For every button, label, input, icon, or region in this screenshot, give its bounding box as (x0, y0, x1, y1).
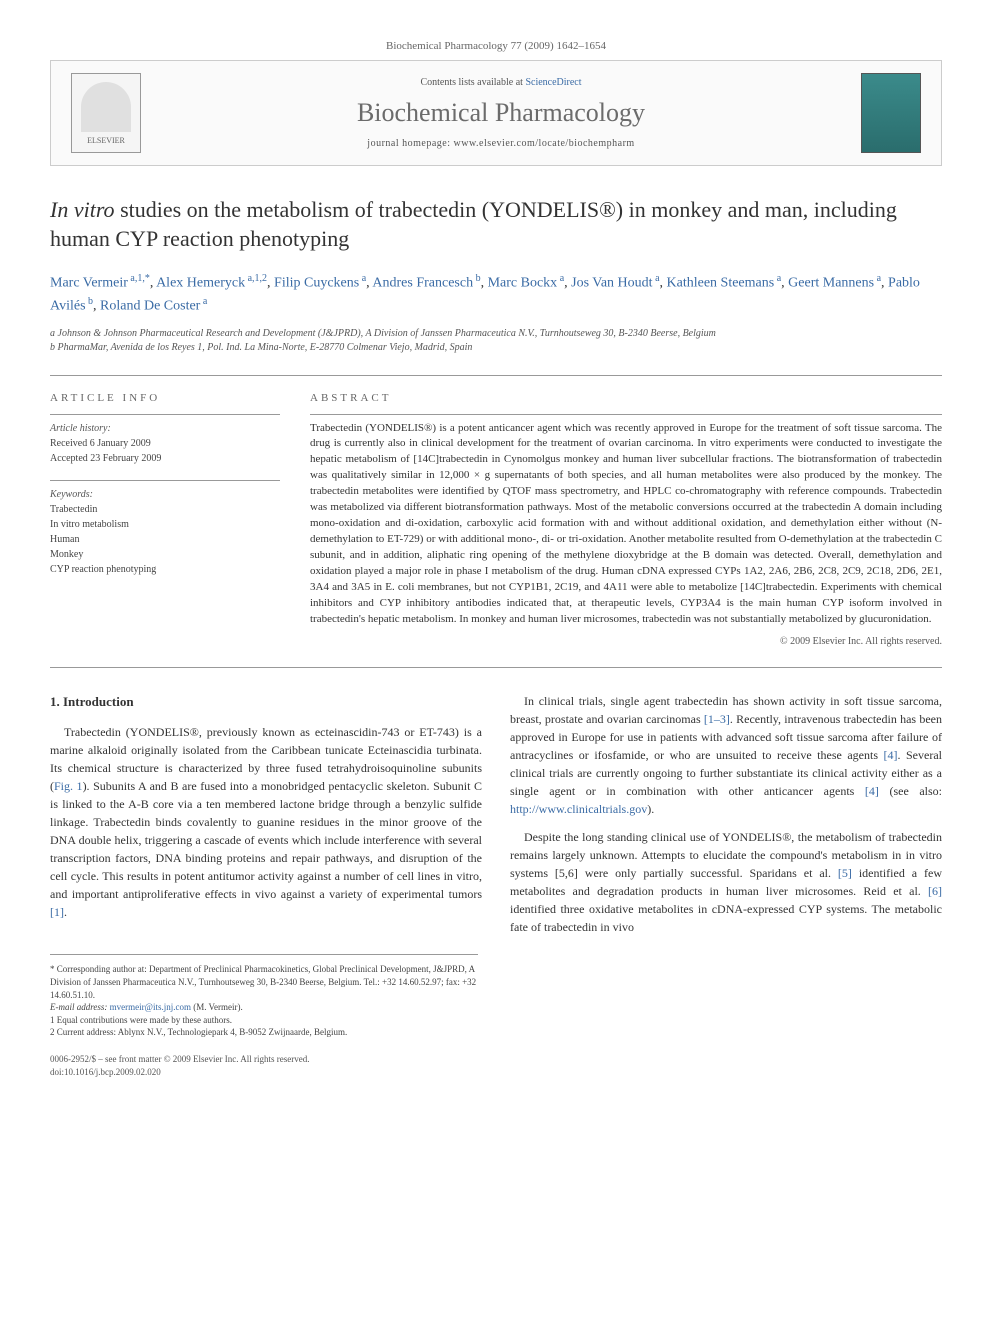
body-paragraph: Despite the long standing clinical use o… (510, 828, 942, 936)
citation-link[interactable]: [5] (838, 866, 852, 880)
footnote-2: 2 Current address: Ablynx N.V., Technolo… (50, 1026, 478, 1039)
history-label: Article history: (50, 423, 111, 434)
keywords-list: Trabectedin In vitro metabolism Human Monke… (50, 504, 156, 575)
journal-cover-thumbnail (861, 73, 921, 153)
author-link[interactable]: Kathleen Steemans (667, 276, 775, 291)
body-two-columns: 1. Introduction Trabectedin (YONDELIS®, … (50, 692, 942, 939)
elsevier-logo: ELSEVIER (71, 73, 141, 153)
author-link[interactable]: Roland De Coster (100, 299, 200, 314)
author-link[interactable]: Alex Hemeryck (156, 276, 245, 291)
info-abstract-row: ARTICLE INFO Article history: Received 6… (50, 392, 942, 647)
title-italic-prefix: In vitro (50, 197, 115, 222)
author-affil-sup: a (359, 273, 366, 284)
citation-link[interactable]: [4] (865, 784, 879, 798)
author-affil-sup: a (653, 273, 660, 284)
elsevier-tree-icon (81, 82, 131, 132)
citation-link[interactable]: [1] (50, 905, 64, 919)
citation-link[interactable]: [6] (928, 884, 942, 898)
contents-prefix: Contents lists available at (420, 77, 525, 88)
received-date: Received 6 January 2009 (50, 438, 151, 449)
affiliation-line: b PharmaMar, Avenida de los Reyes 1, Pol… (50, 341, 942, 355)
author-affil-sup: b (473, 273, 481, 284)
keyword: Trabectedin (50, 504, 97, 515)
journal-title: Biochemical Pharmacology (161, 98, 841, 128)
sciencedirect-link[interactable]: ScienceDirect (525, 77, 581, 88)
footnotes: * Corresponding author at: Department of… (50, 954, 478, 1039)
body-paragraph: Trabectedin (YONDELIS®, previously known… (50, 723, 482, 921)
author-affil-sup: b (86, 296, 94, 307)
author-affil-sup: a (874, 273, 881, 284)
affiliation-line: a Johnson & Johnson Pharmaceutical Resea… (50, 327, 942, 341)
author-link[interactable]: Filip Cuyckens (274, 276, 359, 291)
author-affil-sup: a (557, 273, 564, 284)
abstract-heading: ABSTRACT (310, 392, 942, 404)
article-info-column: ARTICLE INFO Article history: Received 6… (50, 392, 280, 647)
keyword: Monkey (50, 549, 83, 560)
body-paragraph: In clinical trials, single agent trabect… (510, 692, 942, 818)
external-link[interactable]: http://www.clinicaltrials.gov (510, 802, 647, 816)
title-rest: studies on the metabolism of trabectedin… (50, 197, 897, 251)
citation-link[interactable]: [1–3] (704, 712, 730, 726)
journal-center: Contents lists available at ScienceDirec… (161, 77, 841, 149)
email-who: (M. Vermeir). (193, 1002, 243, 1012)
author-link[interactable]: Jos Van Houdt (571, 276, 652, 291)
journal-homepage: journal homepage: www.elsevier.com/locat… (161, 138, 841, 149)
contents-available: Contents lists available at ScienceDirec… (161, 77, 841, 88)
divider-line (50, 375, 942, 376)
citation-header: Biochemical Pharmacology 77 (2009) 1642–… (50, 40, 942, 52)
section-1-heading: 1. Introduction (50, 692, 482, 712)
info-divider (50, 414, 280, 415)
corresponding-author-note: * Corresponding author at: Department of… (50, 963, 478, 1001)
elsevier-label: ELSEVIER (87, 136, 125, 145)
abstract-copyright: © 2009 Elsevier Inc. All rights reserved… (310, 636, 942, 647)
affiliations: a Johnson & Johnson Pharmaceutical Resea… (50, 327, 942, 355)
abstract-column: ABSTRACT Trabectedin (YONDELIS®) is a po… (310, 392, 942, 647)
author-affil-sup: a,1,2 (245, 273, 267, 284)
author-affil-sup: a (774, 273, 781, 284)
article-info-heading: ARTICLE INFO (50, 392, 280, 404)
keywords-block: Keywords: Trabectedin In vitro metabolism… (50, 487, 280, 577)
keyword: Human (50, 534, 79, 545)
info-divider-2 (50, 480, 280, 481)
article-history: Article history: Received 6 January 2009… (50, 421, 280, 466)
author-link[interactable]: Marc Bockx (488, 276, 558, 291)
accepted-date: Accepted 23 February 2009 (50, 453, 161, 464)
footnote-1: 1 Equal contributions were made by these… (50, 1014, 478, 1027)
article-title: In vitro studies on the metabolism of tr… (50, 196, 942, 253)
figure-link[interactable]: Fig. 1 (54, 779, 83, 793)
divider-below-abstract (50, 667, 942, 668)
citation-link[interactable]: [4] (884, 748, 898, 762)
author-email-link[interactable]: mvermeir@its.jnj.com (110, 1002, 191, 1012)
doi-line: doi:10.1016/j.bcp.2009.02.020 (50, 1067, 161, 1077)
journal-header-box: ELSEVIER Contents lists available at Sci… (50, 60, 942, 166)
author-link[interactable]: Andres Francesch (372, 276, 473, 291)
abstract-text: Trabectedin (YONDELIS®) is a potent anti… (310, 421, 942, 628)
author-list: Marc Vermeir a,1,*, Alex Hemeryck a,1,2,… (50, 271, 942, 316)
footer: 0006-2952/$ – see front matter © 2009 El… (50, 1053, 942, 1078)
front-matter-line: 0006-2952/$ – see front matter © 2009 El… (50, 1054, 310, 1064)
author-affil-sup: a (200, 296, 207, 307)
introduction-section: 1. Introduction Trabectedin (YONDELIS®, … (50, 692, 942, 939)
keywords-label: Keywords: (50, 489, 93, 500)
keyword: CYP reaction phenotyping (50, 564, 156, 575)
keyword: In vitro metabolism (50, 519, 129, 530)
email-label: E-mail address: (50, 1002, 107, 1012)
author-link[interactable]: Marc Vermeir (50, 276, 128, 291)
author-link[interactable]: Geert Mannens (788, 276, 874, 291)
author-affil-sup: a,1,* (128, 273, 150, 284)
email-line: E-mail address: mvermeir@its.jnj.com (M.… (50, 1001, 478, 1014)
abstract-divider (310, 414, 942, 415)
